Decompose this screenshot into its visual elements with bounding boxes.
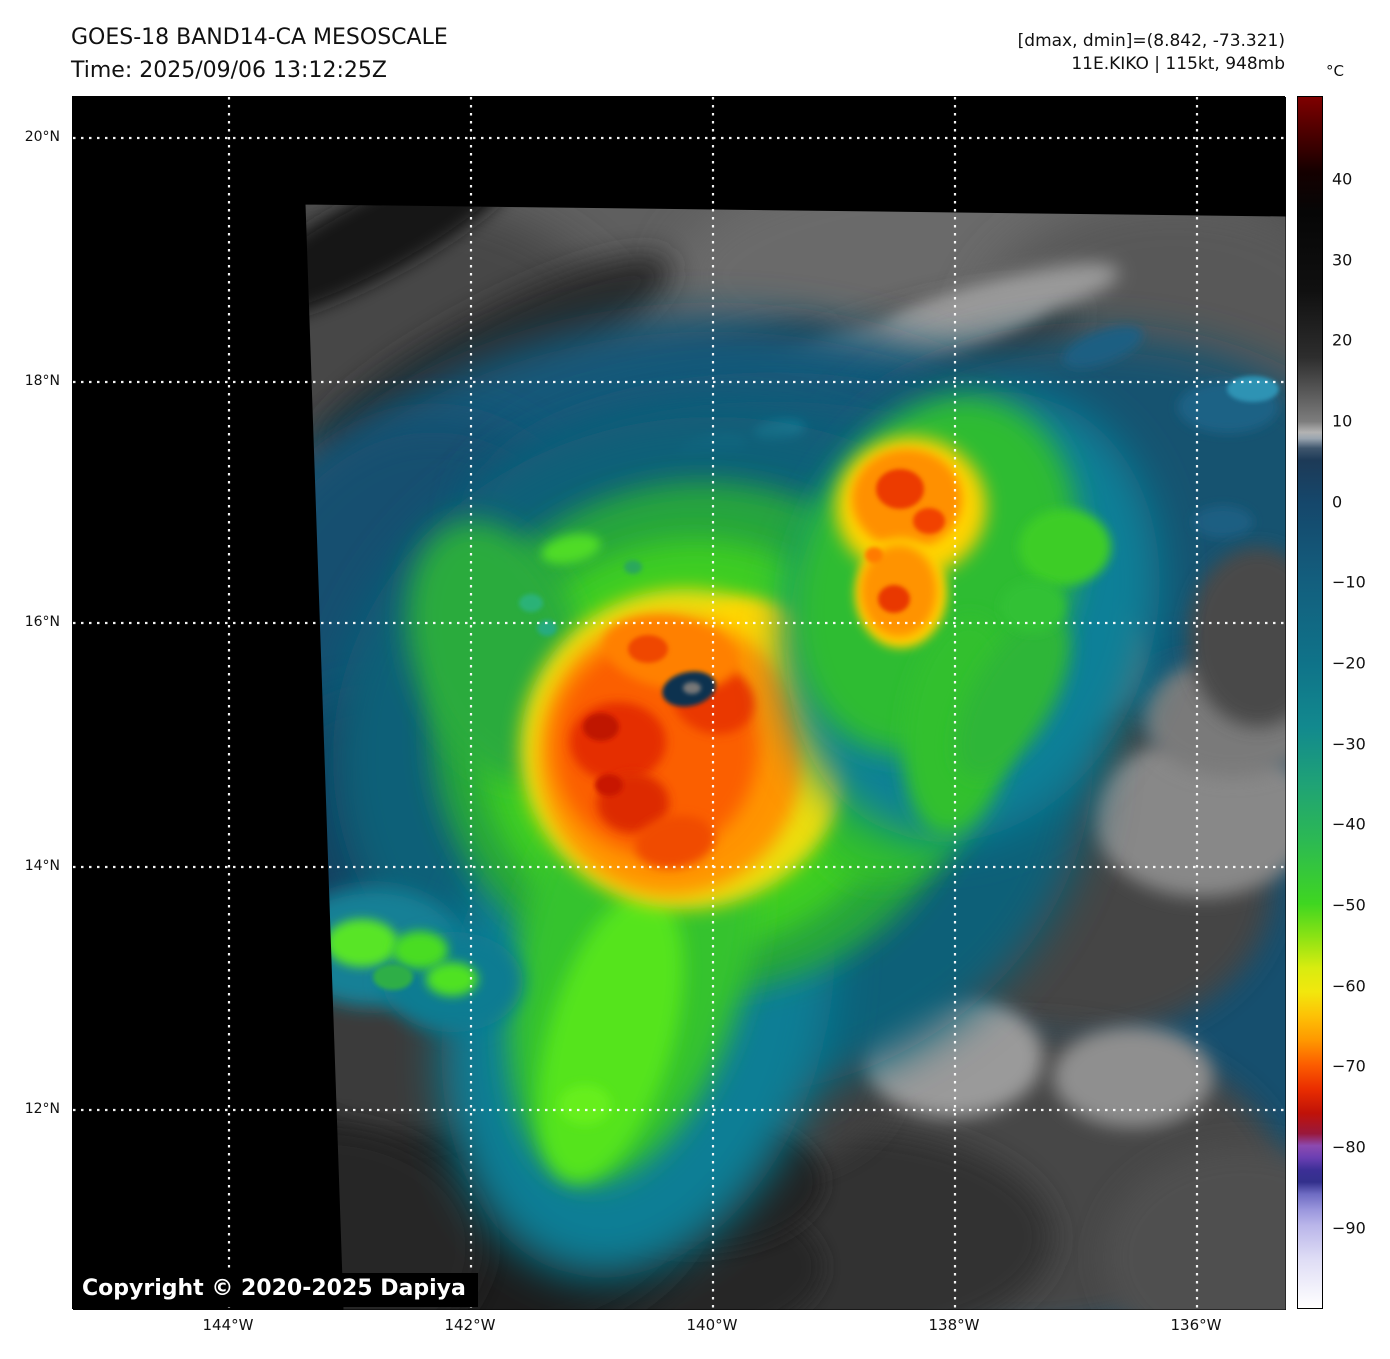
- storm-info: 11E.KIKO | 115kt, 948mb: [1071, 54, 1285, 74]
- colorbar-tick-label: −50: [1332, 895, 1366, 915]
- longitude-axis: 144°W 142°W 140°W 138°W 136°W: [72, 1316, 1285, 1340]
- plot-timestamp: Time: 2025/09/06 13:12:25Z: [71, 58, 387, 83]
- lon-tick-label: 140°W: [686, 1316, 738, 1334]
- info-block: [dmax, dmin]=(8.842, -73.321) 11E.KIKO |…: [1018, 30, 1285, 76]
- colorbar-tick-label: −30: [1332, 734, 1366, 754]
- colorbar-tick-label: −60: [1332, 976, 1366, 996]
- lat-tick-label: 12°N: [24, 1101, 60, 1117]
- colorbar-tick-label: −40: [1332, 814, 1366, 834]
- latitude-axis: 20°N 18°N 16°N 14°N 12°N: [0, 96, 66, 1309]
- colorbar-tick-label: 10: [1332, 411, 1353, 431]
- hurricane-eye: [662, 671, 716, 707]
- colorbar-unit-label: °C: [1326, 62, 1344, 80]
- lon-tick-label: 144°W: [202, 1316, 254, 1334]
- map-plot: Copyright © 2020-2025 Dapiya: [72, 96, 1286, 1310]
- lat-tick-label: 16°N: [24, 614, 60, 630]
- colorbar-tick-label: −90: [1332, 1218, 1366, 1238]
- lat-tick-label: 20°N: [24, 129, 60, 145]
- lon-tick-label: 138°W: [928, 1316, 980, 1334]
- lat-tick-label: 14°N: [24, 858, 60, 874]
- temperature-colorbar: [1297, 96, 1323, 1309]
- colorbar-tick-label: −70: [1332, 1056, 1366, 1076]
- title-block: GOES-18 BAND14-CA MESOSCALE Time: 2025/0…: [71, 21, 448, 87]
- copyright-watermark: Copyright © 2020-2025 Dapiya: [73, 1273, 478, 1307]
- colorbar-tick-label: −10: [1332, 572, 1366, 592]
- hurricane-cdo: [520, 589, 850, 909]
- lat-tick-label: 18°N: [24, 373, 60, 389]
- colorbar-tick-label: 20: [1332, 330, 1353, 350]
- data-swath: [305, 204, 1286, 1310]
- colorbar-tick-label: 0: [1332, 492, 1343, 512]
- graticule: [73, 97, 1286, 1310]
- data-swath-edge: [304, 203, 1286, 1310]
- colorbar-tick-label: −20: [1332, 653, 1366, 673]
- colorbar-axis: 40 30 20 10 0 −10 −20 −30 −40 −50 −60 −70 −80 −90: [1332, 96, 1388, 1309]
- dmax-dmin-readout: [dmax, dmin]=(8.842, -73.321): [1017, 31, 1285, 51]
- lon-tick-label: 142°W: [444, 1316, 496, 1334]
- lon-tick-label: 136°W: [1170, 1316, 1222, 1334]
- colorbar-tick-label: 30: [1332, 250, 1353, 270]
- satellite-imagery: [73, 97, 1286, 1310]
- plot-title: GOES-18 BAND14-CA MESOSCALE: [71, 25, 448, 50]
- ne-convection-cells: [786, 392, 1160, 842]
- colorbar-tick-label: 40: [1332, 169, 1353, 189]
- colorbar-tick-label: −80: [1332, 1137, 1366, 1157]
